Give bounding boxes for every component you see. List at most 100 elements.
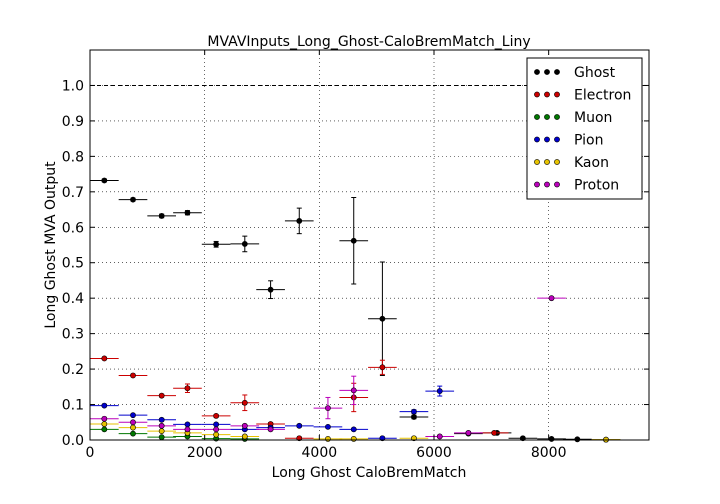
- data-point: [101, 177, 108, 184]
- data-point: [491, 430, 498, 436]
- legend-marker: [554, 181, 560, 188]
- data-point: [267, 426, 274, 433]
- data-point: [101, 355, 108, 362]
- series-electron: [90, 355, 509, 442]
- data-point: [184, 426, 191, 433]
- data-point: [350, 436, 357, 442]
- data-point: [158, 422, 165, 429]
- y-tick-label: 0.7: [62, 185, 84, 201]
- data-point: [296, 422, 303, 429]
- x-tick-label: 6000: [416, 445, 452, 461]
- data-point: [158, 434, 165, 441]
- legend-marker: [554, 114, 560, 120]
- y-tick-label: 0.4: [62, 291, 84, 307]
- data-point: [267, 286, 274, 293]
- legend-marker: [544, 159, 550, 165]
- legend: Ghost Electron Muon Pion Kaon Proton: [526, 57, 643, 200]
- data-point: [411, 414, 417, 420]
- data-point: [350, 387, 357, 394]
- x-axis-title: Long Ghost CaloBremMatch: [272, 465, 467, 481]
- legend-label: Ghost: [574, 65, 616, 81]
- legend-box: [526, 57, 643, 200]
- data-point: [130, 430, 136, 437]
- data-point: [350, 237, 357, 244]
- legend-marker: [554, 91, 560, 98]
- data-point: [296, 217, 303, 224]
- data-point: [213, 426, 220, 433]
- data-point: [325, 436, 331, 442]
- y-tick-label: 0.8: [62, 149, 84, 165]
- y-tick-label: 0.9: [62, 114, 84, 130]
- data-point: [158, 213, 165, 219]
- data-point: [130, 424, 136, 431]
- data-point: [350, 426, 357, 433]
- data-point: [379, 315, 386, 322]
- legend-label: Kaon: [574, 155, 609, 171]
- legend-marker: [534, 91, 540, 98]
- y-tick-label: 0.5: [62, 256, 84, 272]
- y-axis-title: Long Ghost MVA Output: [43, 161, 59, 329]
- data-point: [101, 415, 108, 422]
- legend-marker: [554, 159, 560, 165]
- data-point: [130, 419, 136, 426]
- x-tick-label: 4000: [302, 445, 338, 461]
- data-point: [213, 431, 220, 438]
- legend-marker: [534, 159, 540, 165]
- data-point: [130, 196, 136, 203]
- data-point: [241, 241, 248, 247]
- series-proton: [90, 295, 566, 440]
- legend-marker: [544, 69, 550, 75]
- data-point: [130, 412, 136, 419]
- plot-frame: [89, 49, 650, 441]
- y-tick-label: 0.0: [62, 433, 84, 449]
- data-point: [379, 364, 386, 371]
- x-tick-label: 8000: [531, 445, 567, 461]
- data-point: [465, 430, 472, 436]
- data-point: [101, 402, 108, 409]
- data-point: [213, 241, 220, 248]
- data-point: [241, 422, 248, 429]
- legend-marker: [534, 136, 540, 143]
- data-point: [325, 423, 331, 430]
- legend-marker: [554, 136, 560, 143]
- legend-marker: [544, 136, 550, 143]
- data-point: [411, 408, 417, 415]
- y-tick-label: 0.3: [62, 327, 84, 343]
- legend-marker: [534, 181, 540, 188]
- x-tick-label: 0: [86, 445, 95, 461]
- chart-title: MVAVInputs_Long_Ghost-CaloBremMatch_Liny: [207, 34, 530, 50]
- y-tick-label: 0.1: [62, 398, 84, 414]
- data-point: [548, 295, 555, 302]
- data-point: [184, 385, 191, 392]
- x-tick-label: 2000: [187, 445, 223, 461]
- legend-marker: [534, 69, 540, 75]
- data-point: [184, 209, 191, 216]
- data-point: [436, 388, 443, 394]
- axis-ticks: 0 2000 4000 6000 8000 0.0 0.1 0.2 0.3 0.4 0.5 0.6 0.…: [62, 50, 649, 461]
- data-point: [158, 428, 165, 435]
- legend-label: Muon: [574, 110, 612, 126]
- data-point: [436, 433, 443, 440]
- data-point: [325, 405, 331, 411]
- legend-marker: [544, 181, 550, 188]
- data-point: [130, 372, 136, 379]
- legend-marker: [544, 91, 550, 98]
- y-tick-label: 0.6: [62, 220, 84, 236]
- data-point: [213, 412, 220, 419]
- y-tick-label: 1.0: [62, 78, 84, 94]
- data-point: [213, 421, 220, 428]
- data-point: [158, 416, 165, 423]
- data-point: [158, 392, 165, 399]
- data-point: [101, 426, 108, 433]
- data-point: [101, 421, 108, 427]
- legend-marker: [534, 114, 540, 120]
- legend-label: Proton: [574, 178, 619, 194]
- data-point: [241, 399, 248, 406]
- series-pion: [90, 385, 455, 442]
- data-point: [241, 433, 248, 440]
- legend-marker: [544, 114, 550, 120]
- legend-label: Pion: [574, 133, 603, 149]
- data-point: [184, 421, 191, 428]
- data-point: [574, 436, 581, 443]
